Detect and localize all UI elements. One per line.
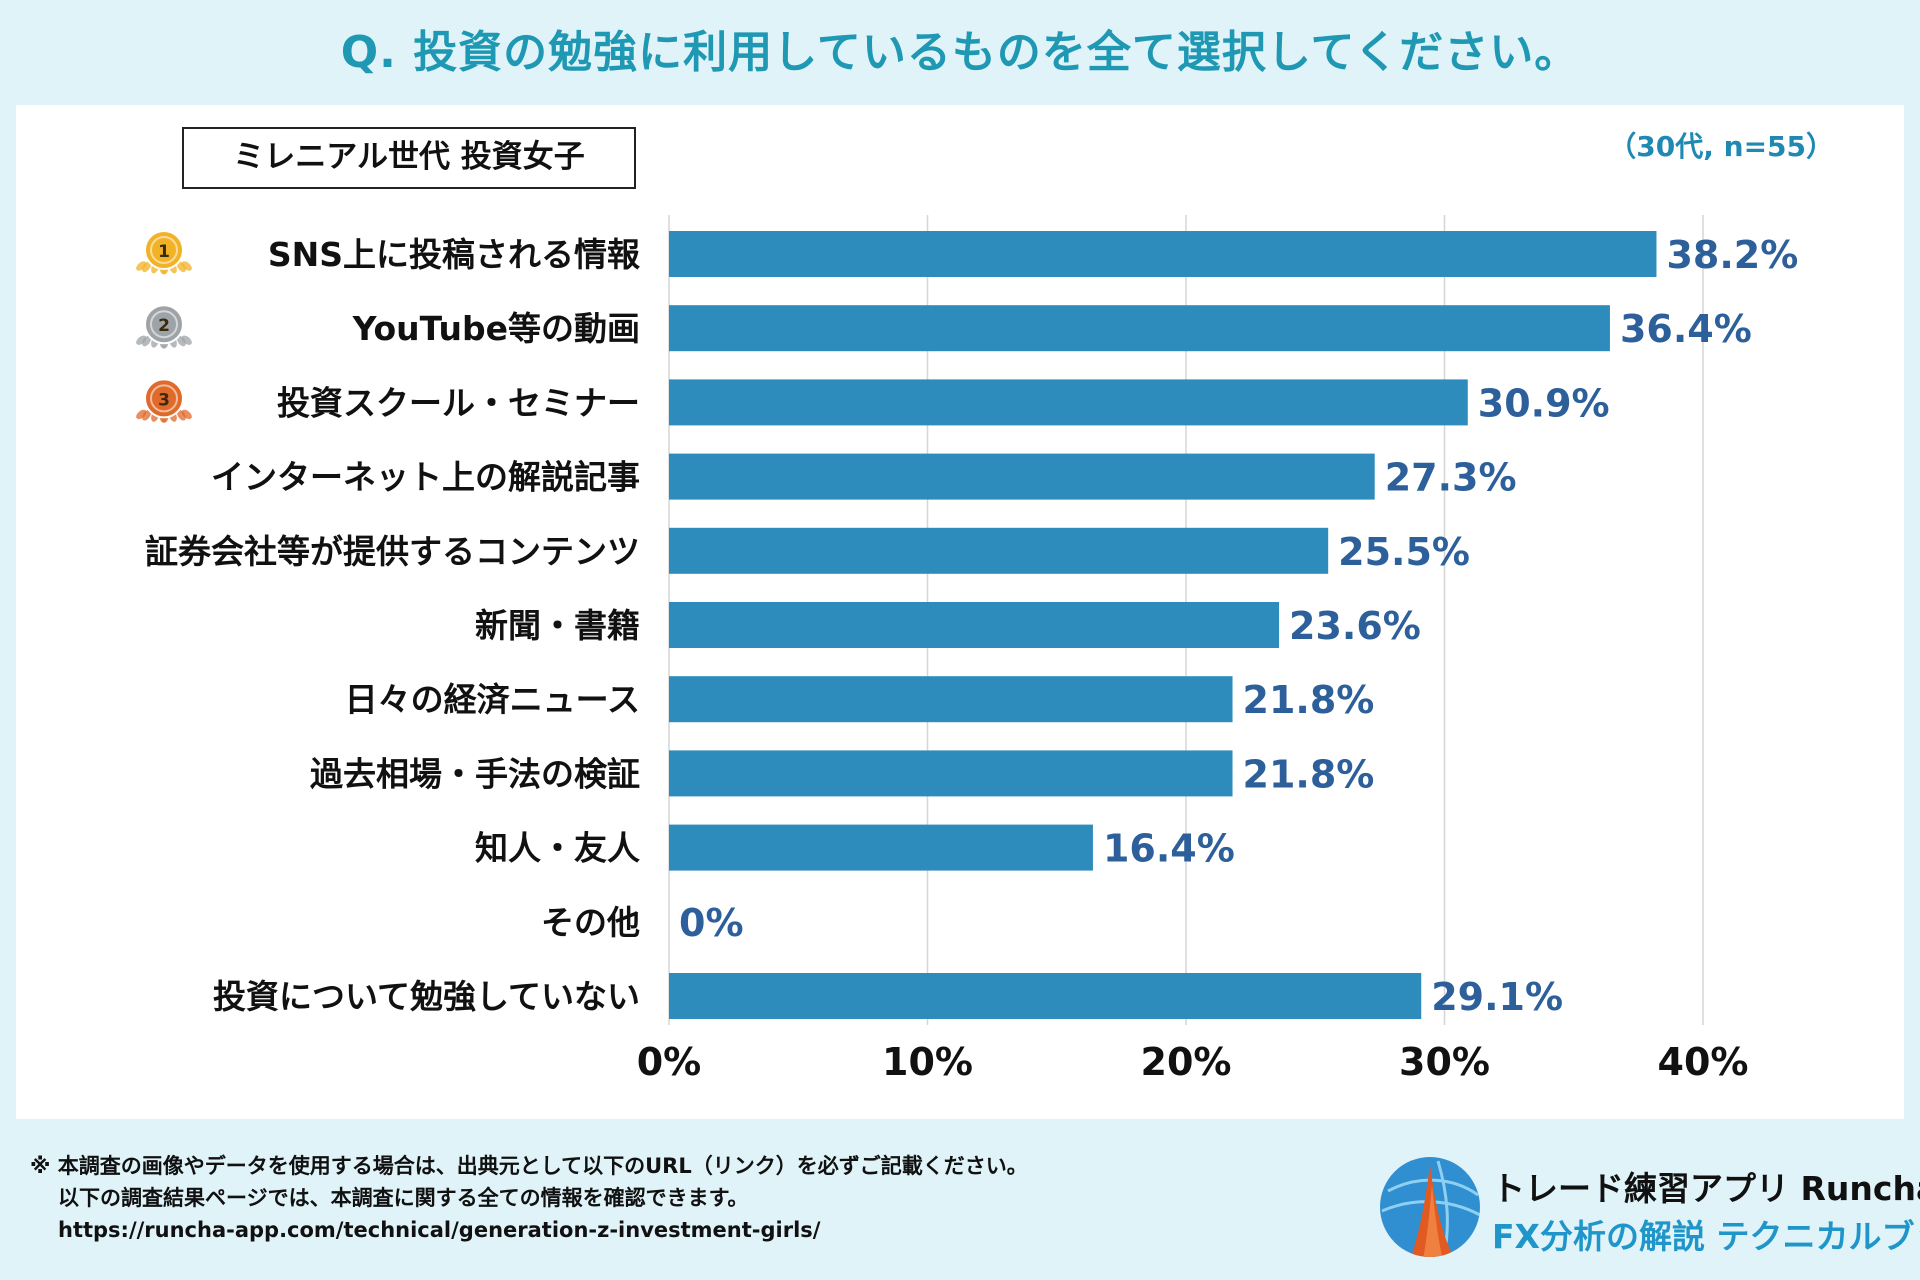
brand-app-name: トレード練習アプリ Runcha	[1492, 1169, 1920, 1208]
category-label: 投資スクール・セミナー	[277, 383, 640, 422]
value-label: 25.5%	[1338, 530, 1470, 574]
x-tick-label: 10%	[882, 1040, 973, 1084]
value-label: 21.8%	[1243, 752, 1375, 796]
category-label: 過去相場・手法の検証	[310, 754, 640, 793]
value-label: 23.6%	[1289, 604, 1421, 648]
medal-3-icon: 3	[136, 378, 192, 423]
category-label: 証券会社等が提供するコンテンツ	[145, 532, 640, 571]
x-tick-label: 30%	[1399, 1040, 1490, 1084]
bar-8	[669, 750, 1233, 797]
footer-note-line1: ※ 本調査の画像やデータを使用する場合は、出典元として以下のURL（リンク）を必…	[30, 1154, 1028, 1178]
laurel-leaf	[176, 335, 186, 347]
bar-9	[669, 824, 1093, 871]
bar-6	[669, 602, 1280, 648]
category-label: 新聞・書籍	[475, 606, 640, 645]
laurel-leaf	[176, 409, 186, 421]
medal-2-icon: 2	[136, 304, 192, 349]
bar-4	[669, 453, 1375, 500]
segment-label-box: ミレニアル世代 投資女子	[182, 127, 636, 189]
medal-rank-label: 2	[158, 316, 170, 336]
value-label: 21.8%	[1243, 678, 1375, 722]
sample-size-note: （30代, n=55）	[1608, 130, 1834, 163]
x-tick-label: 20%	[1141, 1040, 1232, 1084]
bar-3	[669, 379, 1468, 426]
x-tick-label: 40%	[1658, 1040, 1749, 1084]
category-label: 日々の経済ニュース	[345, 680, 640, 719]
value-label: 30.9%	[1478, 381, 1610, 425]
x-tick-label: 0%	[637, 1040, 702, 1084]
chart-question-title: Q. 投資の勉強に利用しているものを全て選択してください。	[340, 27, 1580, 78]
medal-ring	[150, 384, 178, 413]
medal-rank-label: 3	[158, 390, 170, 410]
bar-11	[669, 973, 1422, 1019]
laurel-leaf	[176, 261, 186, 273]
brand-block: トレード練習アプリ Runcha FX分析の解説 テクニカルブック	[1378, 1148, 1920, 1268]
bar-chart: 0% 10% 20% 30% 40%SNS上に投稿される情報 38.2%YouTube等の…	[136, 215, 1798, 1084]
bar-2	[669, 305, 1610, 352]
laurel-leaf	[142, 335, 152, 347]
value-label: 29.1%	[1431, 975, 1563, 1019]
value-label: 36.4%	[1620, 307, 1752, 351]
category-label: YouTube等の動画	[352, 309, 640, 348]
category-label: その他	[541, 903, 640, 942]
category-label: インターネット上の解説記事	[211, 458, 640, 497]
bar-5	[669, 527, 1329, 574]
laurel-leaf	[142, 261, 152, 273]
runcha-logo-icon	[1380, 1157, 1480, 1257]
footer-source-url[interactable]: https://runcha-app.com/technical/generat…	[58, 1218, 821, 1242]
medal-ring	[150, 310, 178, 339]
brand-book-name: FX分析の解説 テクニカルブック	[1492, 1217, 1920, 1256]
bar-1	[669, 231, 1657, 277]
category-label: 知人・友人	[475, 829, 640, 868]
medal-1-icon: 1	[136, 230, 192, 275]
medal-ring	[150, 236, 178, 264]
value-label: 27.3%	[1385, 456, 1517, 500]
category-label: 投資について勉強していない	[213, 977, 640, 1016]
laurel-leaf	[142, 409, 152, 421]
value-label: 38.2%	[1666, 233, 1798, 277]
chart-panel: ミレニアル世代 投資女子 （30代, n=55） 0% 10% 20% 30% 40% S…	[16, 105, 1904, 1119]
medal-rank-label: 1	[158, 242, 170, 262]
footer-note: ※ 本調査の画像やデータを使用する場合は、出典元として以下のURL（リンク）を必…	[30, 1150, 1028, 1246]
footer-note-line2: 以下の調査結果ページでは、本調査に関する全ての情報を確認できます。	[58, 1186, 749, 1210]
value-label: 0%	[679, 901, 744, 945]
category-label: SNS上に投稿される情報	[268, 235, 640, 274]
value-label: 16.4%	[1103, 827, 1235, 871]
bar-7	[669, 676, 1233, 723]
